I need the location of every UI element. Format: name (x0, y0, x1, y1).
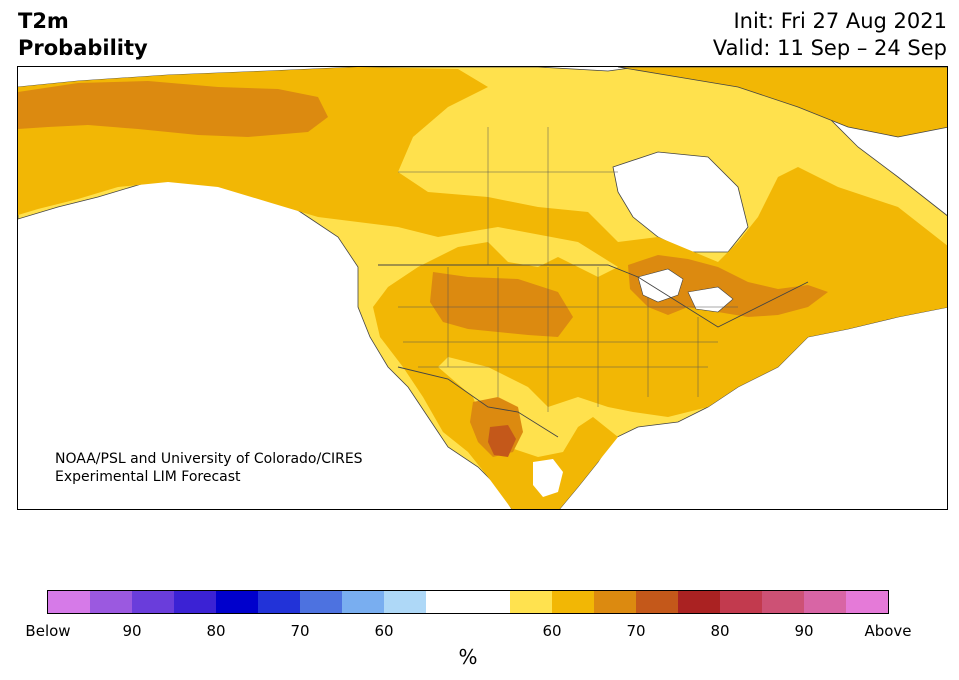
colorbar-swatch (846, 591, 889, 613)
us-canada-border (378, 264, 809, 328)
colorbar-swatch (48, 591, 91, 613)
greenland (617, 67, 947, 138)
map-panel (17, 66, 948, 510)
credit-line-1: NOAA/PSL and University of Colorado/CIRE… (55, 451, 363, 467)
state-lines (398, 127, 738, 412)
credit-line-2: Experimental LIM Forecast (55, 469, 241, 485)
above70-rockies (430, 272, 573, 337)
above80-mexico (488, 425, 516, 457)
us-mexico-border (397, 366, 559, 438)
mexico-white-patch (533, 459, 563, 497)
probability-map (18, 67, 947, 509)
colorbar-unit: % (458, 645, 478, 669)
colorbar-swatch (636, 591, 679, 613)
colorbar-swatch (552, 591, 595, 613)
colorbar-swatch (426, 591, 469, 613)
title-subtitle: Probability (18, 36, 148, 60)
colorbar-swatch (678, 591, 721, 613)
forecast-dates: Init: Fri 27 Aug 2021 Valid: 11 Sep – 24… (713, 8, 947, 62)
colorbar-tick-label: 70 (290, 622, 310, 640)
colorbar-swatch (762, 591, 805, 613)
title-variable: T2m (18, 9, 69, 33)
above70-alaska (18, 81, 328, 137)
great-lakes-water (637, 268, 734, 313)
colorbar-swatch (384, 591, 427, 613)
colorbar-swatch (720, 591, 763, 613)
colorbar-tick-label: Above (864, 622, 912, 640)
colorbar-swatch (594, 591, 637, 613)
valid-period: Valid: 11 Sep – 24 Sep (712, 36, 947, 60)
colorbar-tick-label: 60 (542, 622, 562, 640)
colorbar-swatch (468, 591, 511, 613)
init-date: Init: Fri 27 Aug 2021 (733, 9, 947, 33)
colorbar-swatch (258, 591, 301, 613)
colorbar-swatch (300, 591, 343, 613)
colorbar-tick-label: 60 (374, 622, 394, 640)
colorbar-swatch (216, 591, 259, 613)
colorbar-tick-label: 80 (206, 622, 226, 640)
credit-text: NOAA/PSL and University of Colorado/CIRE… (55, 450, 363, 486)
map-title: T2m Probability (18, 8, 148, 62)
colorbar-tick-label: 90 (122, 622, 142, 640)
colorbar-swatch (510, 591, 553, 613)
colorbar-swatch (804, 591, 847, 613)
colorbar (47, 590, 889, 614)
colorbar-tick-label: 90 (794, 622, 814, 640)
colorbar-tick-label: 80 (710, 622, 730, 640)
colorbar-swatch (132, 591, 175, 613)
colorbar-swatch (342, 591, 385, 613)
colorbar-tick-label: Below (25, 622, 71, 640)
colorbar-tick-label: 70 (626, 622, 646, 640)
colorbar-swatch (174, 591, 217, 613)
colorbar-swatch (90, 591, 133, 613)
